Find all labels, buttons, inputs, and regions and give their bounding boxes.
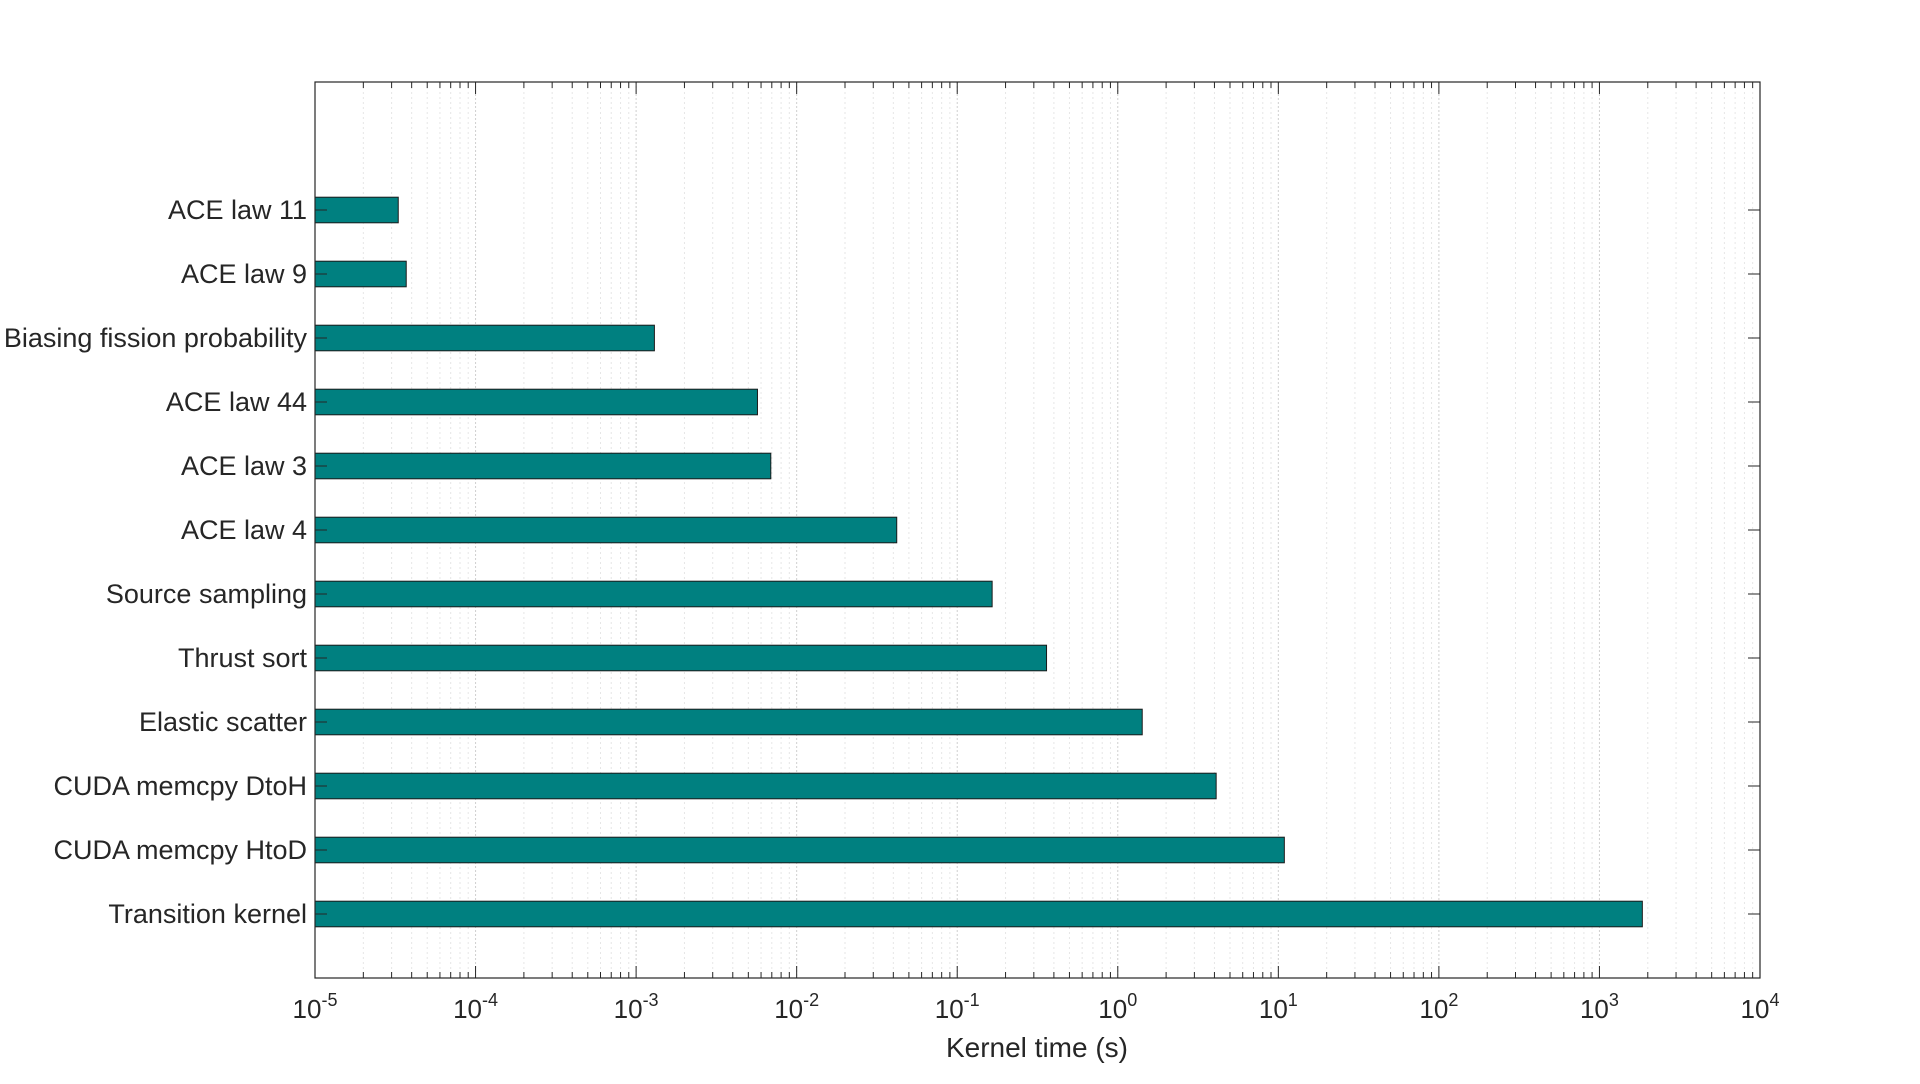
x-tick-label: 103	[1580, 990, 1619, 1024]
x-tick-exponent: -5	[321, 990, 337, 1010]
bar	[314, 388, 758, 416]
category-label: ACE law 44	[166, 387, 307, 417]
bar	[314, 772, 1217, 800]
x-tick-base: 10	[1741, 994, 1770, 1024]
bar	[314, 516, 898, 544]
x-tick-base: 10	[1098, 994, 1127, 1024]
bar	[314, 196, 399, 224]
x-tick-label: 102	[1419, 990, 1458, 1024]
x-tick-exponent: 0	[1127, 990, 1137, 1010]
x-tick-label: 100	[1098, 990, 1137, 1024]
bar	[314, 708, 1143, 736]
x-tick-base: 10	[774, 994, 803, 1024]
x-tick-label: 10-4	[453, 990, 498, 1024]
bar	[314, 836, 1285, 864]
bar	[314, 260, 407, 288]
bar	[314, 644, 1048, 672]
category-label: CUDA memcpy HtoD	[53, 835, 307, 865]
category-label: Source sampling	[106, 579, 307, 609]
bar	[314, 900, 1643, 928]
x-tick-base: 10	[293, 994, 322, 1024]
category-label: CUDA memcpy DtoH	[53, 771, 307, 801]
x-tick-label: 104	[1741, 990, 1780, 1024]
x-tick-label: 101	[1259, 990, 1298, 1024]
category-label: Elastic scatter	[139, 707, 307, 737]
x-tick-base: 10	[614, 994, 643, 1024]
x-tick-label: 10-5	[293, 990, 338, 1024]
x-tick-base: 10	[453, 994, 482, 1024]
category-label: ACE law 9	[181, 259, 307, 289]
bar	[314, 452, 772, 480]
x-tick-exponent: 4	[1769, 990, 1779, 1010]
bars	[314, 196, 1643, 928]
x-tick-exponent: 3	[1609, 990, 1619, 1010]
category-label: ACE law 4	[181, 515, 307, 545]
x-tick-base: 10	[1419, 994, 1448, 1024]
x-tick-base: 10	[1580, 994, 1609, 1024]
x-tick-label: 10-2	[774, 990, 819, 1024]
x-tick-base: 10	[1259, 994, 1288, 1024]
category-label: Transition kernel	[108, 899, 307, 929]
x-axis-label: Kernel time (s)	[946, 1032, 1128, 1063]
x-tick-exponent: -1	[964, 990, 980, 1010]
grid-lines	[314, 82, 1754, 978]
x-tick-exponent: 2	[1448, 990, 1458, 1010]
x-tick-exponent: -2	[803, 990, 819, 1010]
axis-ticks	[314, 82, 1760, 978]
x-tick-exponent: 1	[1288, 990, 1298, 1010]
category-label: ACE law 3	[181, 451, 307, 481]
category-label: Thrust sort	[178, 643, 308, 673]
category-label: Biasing fission probability	[4, 323, 308, 353]
axes-box	[314, 81, 1761, 979]
x-tick-label: 10-3	[614, 990, 659, 1024]
x-tick-exponent: -4	[482, 990, 498, 1010]
x-tick-base: 10	[935, 994, 964, 1024]
bar	[314, 324, 655, 352]
x-tick-exponent: -3	[643, 990, 659, 1010]
x-tick-labels: 10-5 10-4 10-3 10-2 10-1 100 101 102 103 104	[293, 990, 1780, 1024]
y-tick-labels: ACE law 11 ACE law 9 Biasing fission proba…	[4, 195, 308, 929]
x-tick-label: 10-1	[935, 990, 980, 1024]
category-label: ACE law 11	[168, 195, 307, 225]
bar	[314, 580, 993, 608]
